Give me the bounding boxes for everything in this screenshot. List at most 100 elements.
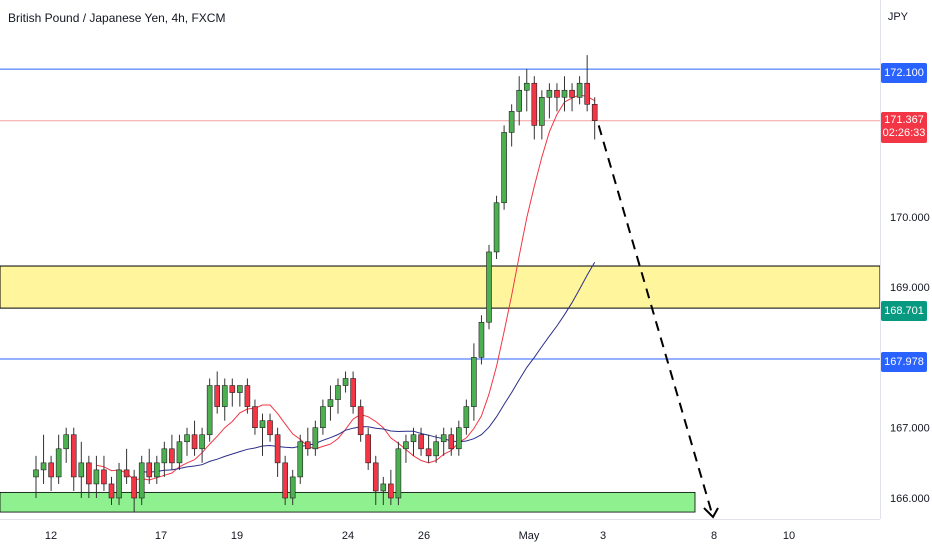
- candle-71: [569, 83, 575, 112]
- candle-body: [70, 434, 77, 478]
- candle-body: [304, 441, 311, 450]
- candle-54: [440, 427, 447, 456]
- candle-53: [433, 434, 439, 463]
- candle-39: [327, 385, 334, 421]
- price-label-167978: 167.978: [881, 352, 927, 372]
- candle-body: [131, 476, 137, 499]
- candle-body: [440, 434, 447, 443]
- candle-25: [221, 378, 228, 421]
- candle-32: [274, 427, 281, 477]
- candle-body: [78, 462, 85, 478]
- x-tick-label-7: 8: [711, 530, 717, 542]
- candle-7: [86, 455, 92, 498]
- candle-10: [108, 476, 115, 506]
- candle-body: [93, 469, 100, 485]
- candle-31: [267, 413, 273, 442]
- candle-body: [365, 434, 372, 464]
- candle-4: [63, 427, 70, 463]
- x-tick-label-8: 10: [783, 530, 795, 542]
- candle-body: [493, 202, 500, 253]
- candle-body: [161, 448, 168, 464]
- candle-body: [221, 385, 228, 407]
- candle-body: [342, 378, 349, 386]
- candle-body: [282, 462, 288, 499]
- candle-58: [471, 343, 477, 421]
- candle-body: [546, 89, 553, 98]
- candle-72: [576, 76, 583, 105]
- x-tick-label-6: 3: [600, 530, 606, 542]
- y-tick-label-0: 166.000: [890, 493, 930, 505]
- candle-52: [425, 434, 432, 463]
- candle-3: [55, 434, 62, 484]
- candle-34: [289, 469, 296, 506]
- candle-body: [229, 385, 236, 393]
- candle-body: [350, 378, 356, 407]
- x-tick-label-0: 12: [45, 530, 57, 542]
- y-tick-label-3: 170.000: [890, 212, 930, 224]
- candle-body: [259, 420, 266, 429]
- price-label-text: 168.701: [884, 305, 924, 317]
- candle-55: [448, 427, 455, 456]
- candle-28: [244, 378, 251, 414]
- candle-body: [274, 434, 281, 464]
- candle-body: [516, 89, 523, 112]
- zones-layer: [0, 265, 881, 513]
- candle-74: [591, 97, 598, 140]
- candle-36: [304, 427, 311, 456]
- candle-37: [312, 420, 319, 456]
- candle-body: [289, 476, 296, 499]
- candle-body: [448, 434, 455, 450]
- candle-68: [546, 83, 553, 119]
- candle-23: [206, 378, 213, 442]
- candle-body: [191, 434, 198, 450]
- candle-21: [191, 420, 198, 456]
- candle-17: [161, 441, 168, 477]
- candle-body: [138, 462, 145, 499]
- candle-65: [523, 69, 530, 112]
- x-tick-label-4: 26: [418, 530, 430, 542]
- candle-22: [199, 427, 205, 463]
- candle-35: [297, 434, 304, 484]
- candle-9: [101, 455, 107, 491]
- candle-15: [146, 448, 153, 484]
- candle-30: [259, 413, 266, 456]
- candle-body: [108, 483, 115, 499]
- currency-label: JPY: [887, 11, 908, 23]
- candle-body: [591, 104, 598, 121]
- candle-63: [508, 104, 515, 147]
- x-axis-ticks: 12 17 19 24 26 May 3 8 10: [45, 530, 795, 542]
- candle-19: [176, 434, 183, 470]
- candle-body: [237, 385, 243, 393]
- x-tick-label-3: 24: [342, 530, 354, 542]
- candle-26: [229, 378, 236, 407]
- candle-body: [403, 441, 409, 450]
- candle-70: [561, 76, 568, 112]
- candle-body: [184, 434, 190, 443]
- candle-42: [350, 371, 356, 414]
- candle-body: [40, 462, 47, 471]
- candle-body: [433, 441, 439, 457]
- candle-body: [48, 462, 54, 478]
- projection-arrowhead: [703, 507, 719, 519]
- candle-29: [252, 399, 258, 435]
- moving-average-28: [141, 262, 596, 473]
- candle-body: [169, 448, 175, 464]
- candle-24: [214, 371, 220, 414]
- candle-body: [63, 434, 70, 450]
- candle-body: [327, 399, 334, 407]
- candle-body: [523, 82, 530, 91]
- candle-66: [531, 76, 538, 140]
- candle-6: [78, 441, 85, 498]
- x-tick-label-2: 19: [231, 530, 243, 542]
- candle-0: [33, 455, 39, 498]
- candle-body: [418, 434, 424, 450]
- candle-18: [169, 434, 175, 470]
- candle-body: [176, 441, 183, 464]
- candle-1: [40, 434, 47, 484]
- candle-body: [471, 357, 477, 407]
- candle-body: [576, 82, 583, 98]
- candle-2: [48, 455, 54, 491]
- x-tick-label-1: 17: [155, 530, 167, 542]
- candle-body: [380, 483, 387, 492]
